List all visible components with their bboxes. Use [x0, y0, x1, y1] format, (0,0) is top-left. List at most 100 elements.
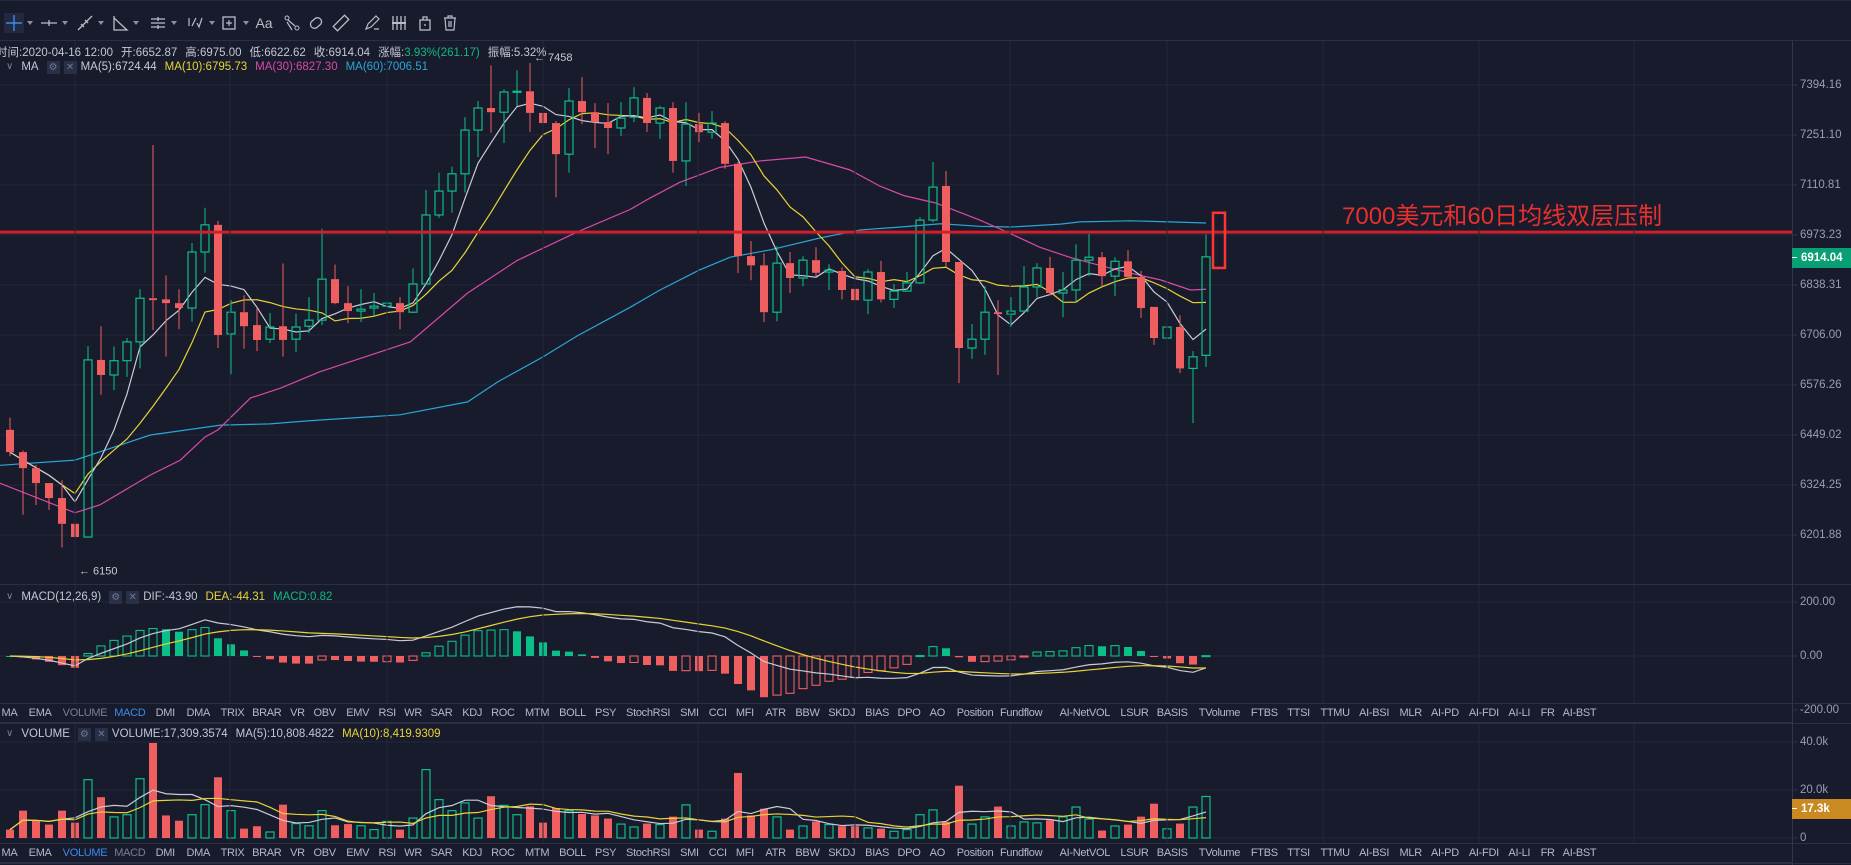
tab-skdj[interactable]: SKDJ	[828, 707, 856, 719]
tab-dmi[interactable]: DMI	[155, 847, 176, 859]
tab-dpo[interactable]: DPO	[897, 847, 921, 859]
tab-smi[interactable]: SMI	[680, 847, 699, 859]
tab-tvolume[interactable]: TVolume	[1198, 707, 1241, 719]
tab-ttmu[interactable]: TTMU	[1320, 847, 1350, 859]
tab-volume[interactable]: VOLUME	[62, 707, 108, 719]
tab-dmi[interactable]: DMI	[155, 707, 176, 719]
trend-line-icon[interactable]	[75, 13, 95, 33]
tab-sar[interactable]: SAR	[430, 707, 453, 719]
tab-mlr[interactable]: MLR	[1399, 847, 1423, 859]
close-icon[interactable]: ✕	[63, 60, 77, 74]
tab-basis[interactable]: BASIS	[1156, 847, 1188, 859]
parallel-channel-icon[interactable]	[148, 13, 168, 33]
bars-pattern-icon[interactable]	[389, 13, 409, 33]
tab-kdj[interactable]: KDJ	[462, 847, 483, 859]
rectangle-icon[interactable]	[219, 13, 239, 33]
tab-ai-bsi[interactable]: AI-BSI	[1359, 707, 1390, 719]
pattern-icon[interactable]	[282, 13, 302, 33]
tab-ai-bst[interactable]: AI-BST	[1562, 847, 1597, 859]
tab-position[interactable]: Position	[956, 707, 994, 719]
settings-gear-icon[interactable]: ⚙	[77, 727, 91, 741]
tab-tvolume[interactable]: TVolume	[1198, 847, 1241, 859]
fibonacci-menu-caret[interactable]	[209, 21, 215, 25]
tab-ai-li[interactable]: AI-LI	[1508, 847, 1531, 859]
tab-rsi[interactable]: RSI	[378, 707, 396, 719]
tab-lsur[interactable]: LSUR	[1120, 707, 1149, 719]
trash-icon[interactable]	[440, 13, 460, 33]
tab-ma[interactable]: MA	[1, 847, 18, 859]
tab-ttmu[interactable]: TTMU	[1320, 707, 1350, 719]
tab-psy[interactable]: PSY	[595, 707, 617, 719]
tab-dma[interactable]: DMA	[186, 707, 211, 719]
tab-trix[interactable]: TRIX	[220, 707, 245, 719]
tab-kdj[interactable]: KDJ	[462, 707, 483, 719]
text-icon[interactable]: Aa	[255, 15, 273, 31]
tab-atr[interactable]: ATR	[765, 847, 786, 859]
tab-psy[interactable]: PSY	[595, 847, 617, 859]
tab-obv[interactable]: OBV	[313, 847, 336, 859]
tab-volume[interactable]: VOLUME	[62, 847, 108, 859]
tab-rsi[interactable]: RSI	[378, 847, 396, 859]
horizontal-line-menu-caret[interactable]	[62, 21, 68, 25]
crosshair-icon[interactable]	[4, 13, 24, 33]
tab-brar[interactable]: BRAR	[252, 707, 282, 719]
tab-bbw[interactable]: BBW	[795, 847, 820, 859]
tab-obv[interactable]: OBV	[313, 707, 336, 719]
lock-icon[interactable]	[415, 13, 435, 33]
tab-sar[interactable]: SAR	[430, 847, 453, 859]
tab-ao[interactable]: AO	[929, 847, 946, 859]
tab-ai-fdi[interactable]: AI-FDI	[1468, 847, 1499, 859]
horizontal-line-icon[interactable]	[39, 13, 59, 33]
tab-roc[interactable]: ROC	[491, 707, 515, 719]
angle-icon[interactable]	[110, 13, 130, 33]
tab-boll[interactable]: BOLL	[559, 847, 586, 859]
brush-icon[interactable]	[362, 13, 382, 33]
tab-wr[interactable]: WR	[404, 707, 423, 719]
parallel-channel-menu-caret[interactable]	[171, 21, 177, 25]
collapse-chevron-icon[interactable]: ∨	[6, 61, 14, 72]
tab-ma[interactable]: MA	[1, 707, 18, 719]
tab-ao[interactable]: AO	[929, 707, 946, 719]
tab-ai-netvol[interactable]: AI-NetVOL	[1059, 707, 1111, 719]
tab-wr[interactable]: WR	[404, 847, 423, 859]
tab-mfi[interactable]: MFI	[735, 707, 754, 719]
tab-atr[interactable]: ATR	[765, 707, 786, 719]
tab-bias[interactable]: BIAS	[865, 847, 890, 859]
tab-mtm[interactable]: MTM	[525, 707, 550, 719]
tab-fr[interactable]: FR	[1540, 847, 1555, 859]
trend-line-menu-caret[interactable]	[98, 21, 104, 25]
tab-ai-li[interactable]: AI-LI	[1508, 707, 1531, 719]
tab-bias[interactable]: BIAS	[865, 707, 890, 719]
tab-mtm[interactable]: MTM	[525, 847, 550, 859]
tab-ftbs[interactable]: FTBS	[1250, 847, 1278, 859]
resistance-annotation[interactable]: 7000美元和60日均线双层压制	[1342, 203, 1663, 230]
crosshair-menu-caret[interactable]	[27, 21, 33, 25]
tab-lsur[interactable]: LSUR	[1120, 847, 1149, 859]
tab-ema[interactable]: EMA	[28, 707, 52, 719]
collapse-chevron-icon[interactable]: ∨	[6, 591, 14, 602]
tab-cci[interactable]: CCI	[708, 847, 727, 859]
tab-emv[interactable]: EMV	[346, 707, 370, 719]
tab-ai-pd[interactable]: AI-PD	[1431, 847, 1459, 859]
tab-ai-bst[interactable]: AI-BST	[1562, 707, 1597, 719]
fibonacci-icon[interactable]	[186, 13, 206, 33]
tab-ema[interactable]: EMA	[28, 847, 52, 859]
tab-fr[interactable]: FR	[1540, 707, 1555, 719]
rectangle-menu-caret[interactable]	[243, 21, 249, 25]
tab-stochrsi[interactable]: StochRSI	[626, 707, 671, 719]
tab-fundflow[interactable]: Fundflow	[1000, 707, 1043, 719]
tab-cci[interactable]: CCI	[708, 707, 727, 719]
tab-ai-pd[interactable]: AI-PD	[1431, 707, 1459, 719]
tab-vr[interactable]: VR	[290, 707, 305, 719]
tab-ai-netvol[interactable]: AI-NetVOL	[1059, 847, 1111, 859]
tab-boll[interactable]: BOLL	[559, 707, 586, 719]
tab-ftbs[interactable]: FTBS	[1250, 707, 1278, 719]
settings-gear-icon[interactable]: ⚙	[46, 60, 60, 74]
tab-skdj[interactable]: SKDJ	[828, 847, 856, 859]
tab-basis[interactable]: BASIS	[1156, 707, 1188, 719]
ruler-icon[interactable]	[331, 13, 351, 33]
tab-smi[interactable]: SMI	[680, 707, 699, 719]
collapse-chevron-icon[interactable]: ∨	[6, 728, 14, 739]
tab-trix[interactable]: TRIX	[220, 847, 245, 859]
